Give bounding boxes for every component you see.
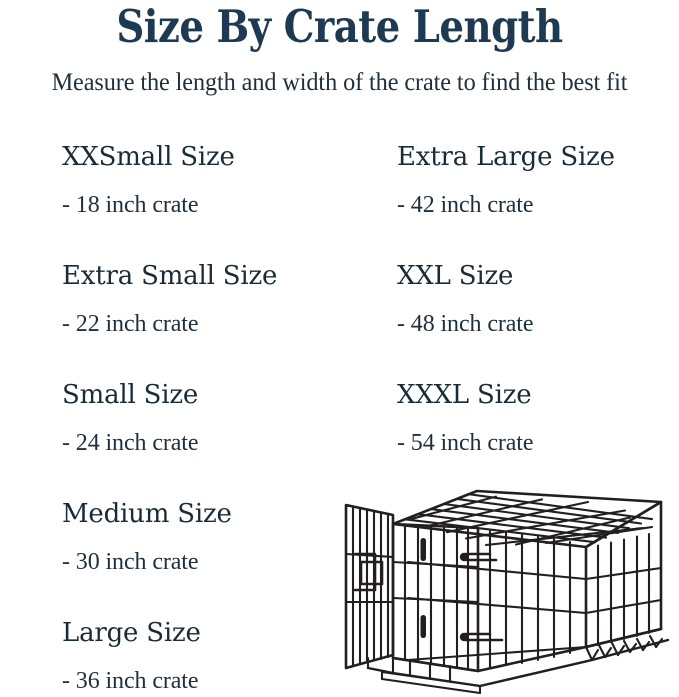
size-group: Medium Size - 30 inch crate [62, 497, 382, 577]
size-group: XXSmall Size - 18 inch crate [62, 140, 382, 220]
size-detail: - 54 inch crate [397, 430, 534, 456]
crate-wireframe [344, 489, 670, 694]
size-detail: - 24 inch crate [62, 430, 199, 456]
size-detail: - 30 inch crate [62, 549, 199, 575]
size-group: Small Size - 24 inch crate [62, 378, 382, 458]
size-heading: XXXL Size [397, 380, 532, 410]
size-group: Extra Large Size - 42 inch crate [397, 140, 669, 220]
page-title: Size By Crate Length [116, 0, 563, 53]
size-heading: Large Size [62, 618, 201, 648]
size-heading: Extra Large Size [397, 142, 615, 172]
size-group: XXL Size - 48 inch crate [397, 259, 669, 339]
size-heading: Medium Size [62, 499, 232, 529]
size-detail: - 36 inch crate [62, 668, 199, 694]
crate-illustration [330, 472, 670, 694]
page-subtitle: Measure the length and width of the crat… [51, 69, 628, 96]
size-group: Large Size - 36 inch crate [62, 616, 382, 696]
size-column-right: Extra Large Size - 42 inch crate XXL Siz… [397, 140, 669, 458]
size-detail: - 18 inch crate [62, 192, 199, 218]
size-heading: XXSmall Size [62, 142, 235, 172]
size-group: XXXL Size - 54 inch crate [397, 378, 669, 458]
size-detail: - 48 inch crate [397, 311, 534, 337]
size-detail: - 22 inch crate [62, 311, 199, 337]
size-heading: Extra Small Size [62, 261, 278, 291]
size-group: Extra Small Size - 22 inch crate [62, 259, 382, 339]
crate-illustration-svg [344, 489, 670, 694]
size-heading: Small Size [62, 380, 199, 410]
size-detail: - 42 inch crate [397, 192, 534, 218]
size-column-left: XXSmall Size - 18 inch crate Extra Small… [62, 140, 382, 696]
size-heading: XXL Size [397, 261, 514, 291]
